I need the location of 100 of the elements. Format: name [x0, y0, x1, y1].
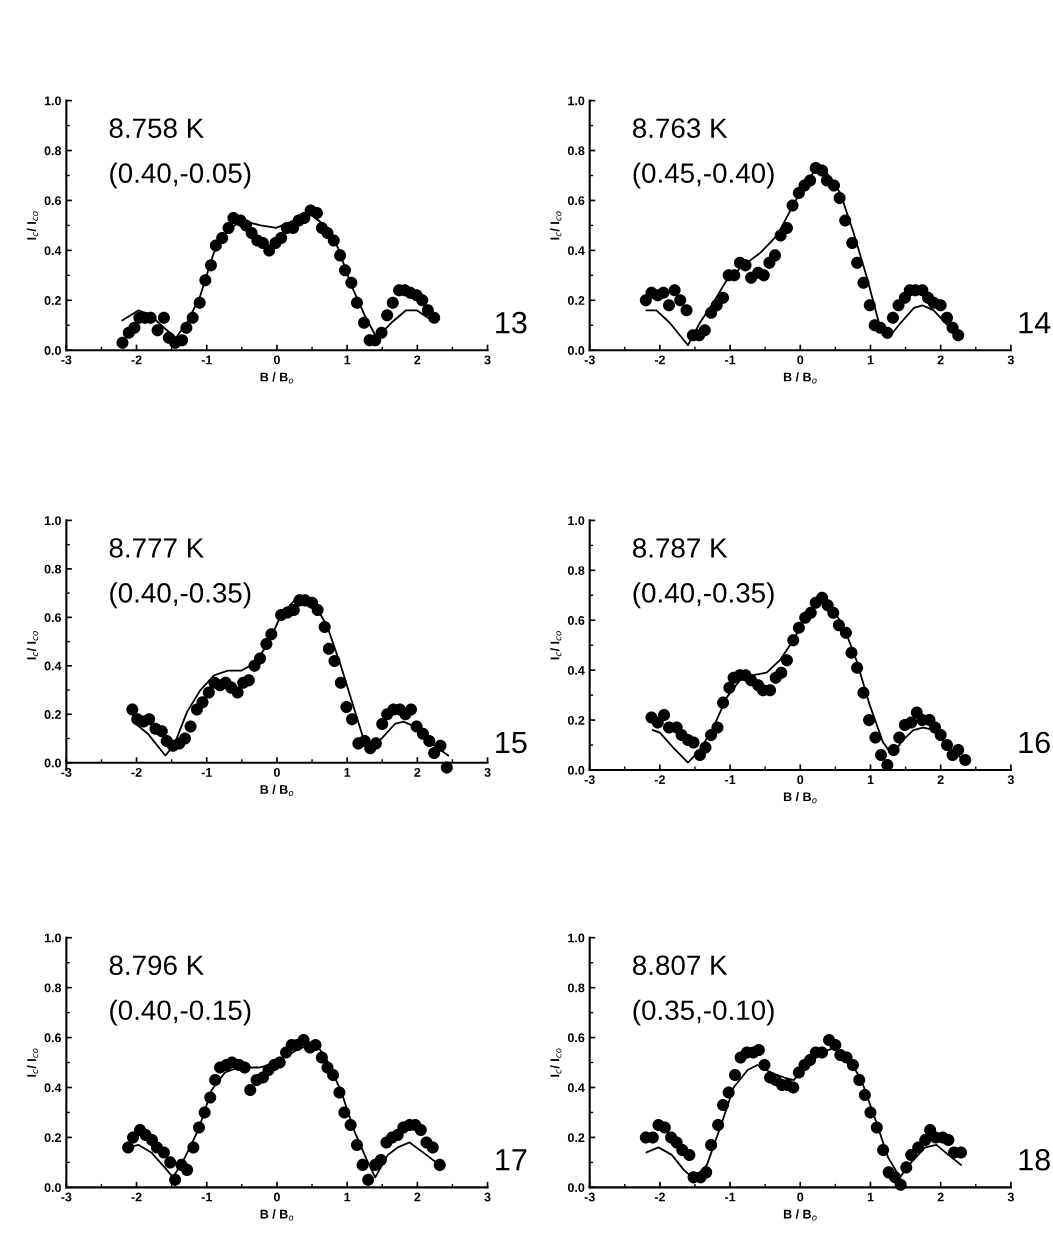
x-tick-label: -2 — [654, 1192, 665, 1202]
x-tick-label: 2 — [414, 767, 421, 777]
point — [327, 1069, 340, 1082]
point — [698, 324, 711, 337]
point — [786, 199, 799, 212]
point — [265, 628, 278, 641]
point — [315, 1051, 328, 1064]
point — [386, 296, 399, 309]
chart-title: 8.758 K — [109, 118, 204, 139]
point — [428, 747, 441, 760]
point — [722, 1086, 735, 1099]
point — [181, 1163, 194, 1176]
point — [327, 234, 340, 247]
text: (0.35,-0.10) — [633, 999, 774, 1026]
x-tick-label: -1 — [725, 1192, 736, 1202]
x-tick-label: -1 — [725, 355, 736, 365]
y-axis-title: I$_{c}$/ I$_{co}$ — [26, 1048, 39, 1077]
point — [768, 249, 782, 262]
point — [238, 1061, 251, 1074]
y-tick-label: 0.6 — [44, 613, 62, 622]
y-tick-label: 0.4 — [567, 246, 585, 256]
y-tick-label: 0.0 — [44, 758, 61, 768]
text: 16 — [1019, 731, 1050, 754]
y-tick-label: 0.0 — [44, 346, 61, 355]
point — [827, 606, 840, 619]
point — [700, 1166, 713, 1179]
point — [900, 1161, 913, 1174]
point — [426, 1141, 439, 1154]
y-tick-label: 0.8 — [44, 146, 62, 156]
x-tick-label: 3 — [484, 1192, 491, 1202]
point — [346, 713, 359, 726]
point — [839, 214, 852, 227]
point — [256, 236, 269, 249]
y-axis-title: I$_{c}$/ I$_{co}$ — [550, 1048, 562, 1077]
point — [414, 1123, 427, 1136]
x-tick-label: 2 — [414, 1192, 421, 1202]
x-tick-label: -3 — [61, 355, 72, 365]
point — [275, 231, 288, 244]
x-tick-label: 1 — [867, 775, 874, 784]
point — [151, 324, 164, 337]
point — [952, 329, 965, 342]
point — [338, 1106, 351, 1119]
point — [683, 1148, 696, 1161]
point — [952, 744, 965, 757]
point — [202, 686, 215, 699]
y-tick-label: 0.4 — [44, 246, 62, 256]
point — [846, 1059, 859, 1072]
point — [423, 734, 436, 747]
chart-title: 8.807 K — [633, 955, 728, 976]
point — [893, 731, 906, 744]
point — [711, 721, 724, 734]
point — [193, 1121, 206, 1134]
point — [804, 174, 817, 187]
y-axis-title: I$_{c}$/ I$_{co}$ — [550, 631, 562, 660]
point — [905, 716, 918, 729]
point — [184, 720, 197, 733]
y-tick-label: 0.6 — [567, 616, 585, 625]
x-tick-label: -2 — [131, 1192, 142, 1202]
y-tick-label: 0.8 — [567, 566, 585, 575]
point — [912, 1141, 925, 1154]
point — [887, 744, 900, 757]
y-tick-label: 1.0 — [568, 933, 585, 943]
point — [157, 1146, 170, 1159]
point — [328, 654, 341, 667]
point — [845, 646, 858, 659]
point — [231, 686, 244, 699]
point — [369, 737, 382, 750]
point — [832, 619, 845, 632]
point — [857, 686, 870, 699]
point — [433, 1158, 446, 1171]
point — [198, 1106, 211, 1119]
x-tick-label: 3 — [484, 767, 491, 777]
point — [869, 731, 882, 744]
x-tick-label: 1 — [344, 1192, 351, 1202]
x-tick-label: 0 — [273, 1192, 280, 1202]
point — [187, 1141, 200, 1154]
point — [717, 1098, 730, 1111]
point — [116, 336, 129, 349]
point — [334, 249, 347, 262]
point — [260, 637, 273, 651]
x-tick-label: 1 — [344, 355, 351, 365]
point — [362, 1173, 375, 1186]
y-axis-title: I$_{c}$/ I$_{co}$ — [26, 211, 39, 240]
point — [674, 294, 687, 307]
point — [717, 291, 730, 304]
y-tick-label: 0.8 — [567, 146, 585, 156]
y-tick-label: 0.6 — [44, 196, 62, 206]
x-tick-label: 1 — [867, 355, 874, 365]
point — [712, 1118, 725, 1131]
point — [827, 179, 840, 192]
point — [169, 1173, 182, 1186]
point — [164, 1156, 177, 1169]
x-tick-label: 2 — [937, 775, 944, 784]
text: (0.40,-0.05) — [110, 162, 251, 189]
point — [157, 311, 170, 324]
y-tick-label: 1.0 — [568, 516, 585, 526]
point — [209, 1073, 222, 1087]
x-tick-label: 3 — [1007, 355, 1014, 365]
x-tick-label: -1 — [201, 1192, 212, 1202]
y-tick-label: 0.6 — [567, 196, 585, 206]
